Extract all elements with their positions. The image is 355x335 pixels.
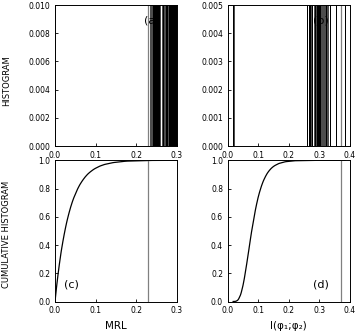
Text: (c): (c) <box>64 279 78 289</box>
Text: CUMULATIVE HISTOGRAM: CUMULATIVE HISTOGRAM <box>2 181 11 288</box>
X-axis label: MRL: MRL <box>105 321 127 331</box>
Text: (b): (b) <box>313 15 329 25</box>
Text: (a): (a) <box>144 15 159 25</box>
Text: HISTOGRAM: HISTOGRAM <box>2 55 11 106</box>
Text: (d): (d) <box>313 279 329 289</box>
X-axis label: I(φ₁;φ₂): I(φ₁;φ₂) <box>271 321 307 331</box>
